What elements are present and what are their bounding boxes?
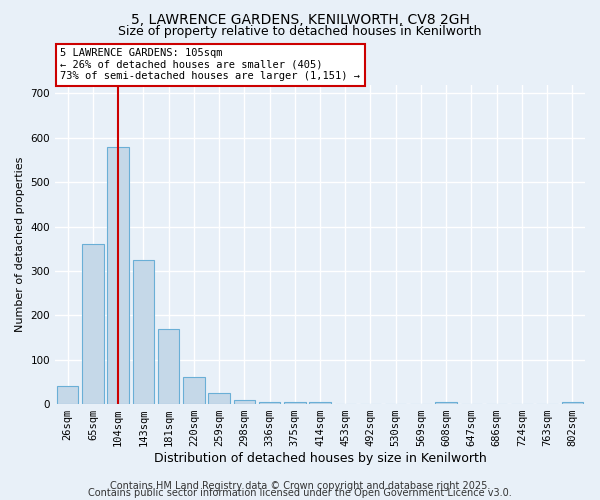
Bar	[436, 402, 457, 404]
Bar	[82, 244, 104, 404]
Text: Contains public sector information licensed under the Open Government Licence v3: Contains public sector information licen…	[88, 488, 512, 498]
Text: 5, LAWRENCE GARDENS, KENILWORTH, CV8 2GH: 5, LAWRENCE GARDENS, KENILWORTH, CV8 2GH	[131, 12, 469, 26]
Y-axis label: Number of detached properties: Number of detached properties	[15, 156, 25, 332]
Bar	[158, 328, 179, 404]
Text: 5 LAWRENCE GARDENS: 105sqm
← 26% of detached houses are smaller (405)
73% of sem: 5 LAWRENCE GARDENS: 105sqm ← 26% of deta…	[61, 48, 361, 82]
Bar	[309, 402, 331, 404]
Text: Contains HM Land Registry data © Crown copyright and database right 2025.: Contains HM Land Registry data © Crown c…	[110, 481, 490, 491]
Bar	[133, 260, 154, 404]
X-axis label: Distribution of detached houses by size in Kenilworth: Distribution of detached houses by size …	[154, 452, 487, 465]
Text: Size of property relative to detached houses in Kenilworth: Size of property relative to detached ho…	[118, 25, 482, 38]
Bar	[57, 386, 79, 404]
Bar	[208, 393, 230, 404]
Bar	[259, 402, 280, 404]
Bar	[183, 378, 205, 404]
Bar	[284, 402, 305, 404]
Bar	[233, 400, 255, 404]
Bar	[562, 402, 583, 404]
Bar	[107, 146, 129, 404]
